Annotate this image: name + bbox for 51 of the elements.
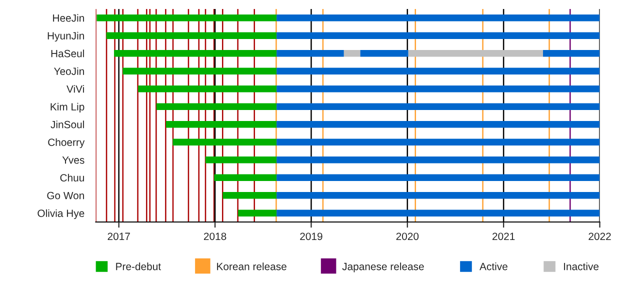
- bar: [106, 32, 277, 39]
- bar: [96, 14, 277, 22]
- bar: [114, 50, 277, 57]
- bar: [276, 86, 600, 92]
- bar: [214, 174, 277, 181]
- y-tick-label: JinSoul: [50, 120, 84, 128]
- y-tick-label: Olivia Hye: [38, 209, 84, 220]
- legend-label: Korean release: [217, 262, 286, 270]
- legend-label: Active: [480, 262, 508, 270]
- bar: [172, 138, 277, 146]
- bar: [156, 103, 277, 110]
- legend-label: Inactive: [564, 262, 599, 270]
- bar: [122, 68, 277, 74]
- bar: [344, 50, 360, 57]
- bar: [276, 174, 600, 181]
- bar: [276, 192, 600, 199]
- bar: [276, 138, 600, 146]
- y-tick-label: Choerry: [48, 138, 85, 148]
- y-tick-label: HeeJin: [53, 14, 84, 22]
- bar: [276, 103, 600, 110]
- x-tick-label: 2017: [108, 232, 130, 240]
- bar: [166, 121, 277, 128]
- y-tick-label: Go Won: [47, 192, 84, 200]
- y-tick-label: YeoJin: [54, 67, 84, 75]
- bar: [276, 210, 600, 216]
- bar: [276, 156, 600, 164]
- bar: [276, 14, 600, 22]
- x-tick-label: 2020: [396, 232, 419, 240]
- bar: [138, 86, 277, 92]
- y-tick-label: Kim Lip: [50, 102, 84, 113]
- bar: [205, 156, 277, 164]
- bar: [238, 210, 277, 216]
- bar: [276, 121, 600, 128]
- y-tick-label: Yves: [62, 156, 84, 164]
- legend-label: Pre-debut: [116, 262, 161, 270]
- x-tick-label: 2021: [492, 232, 515, 240]
- bar: [360, 50, 408, 57]
- y-tick-label: Chuu: [60, 174, 84, 182]
- bar: [408, 50, 544, 57]
- bar: [276, 68, 600, 74]
- y-tick-label: HyunJin: [48, 32, 84, 42]
- legend-label: Japanese release: [342, 262, 424, 272]
- x-tick-label: 2019: [300, 232, 322, 240]
- bar: [276, 32, 600, 39]
- x-tick-label: 2018: [204, 232, 226, 240]
- y-tick-label: ViVi: [66, 85, 84, 93]
- bar: [222, 192, 277, 199]
- bar: [276, 50, 344, 57]
- y-tick-label: HaSeul: [51, 50, 84, 58]
- bar: [543, 50, 600, 57]
- x-tick-label: 2022: [588, 232, 611, 240]
